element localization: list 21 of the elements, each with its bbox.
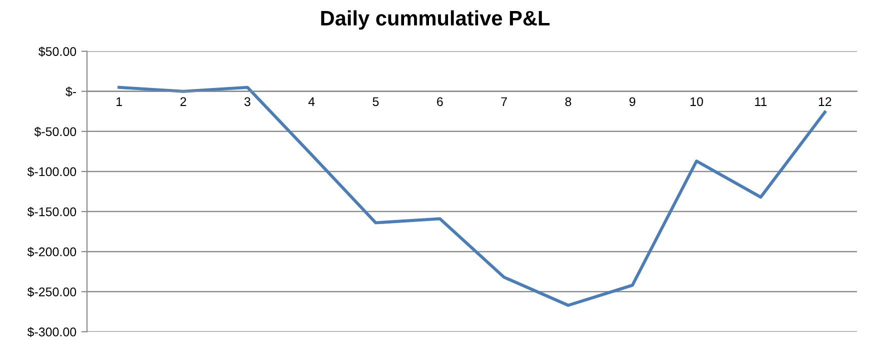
x-tick-label: 10 xyxy=(690,97,704,106)
x-tick-label: 5 xyxy=(372,97,379,106)
y-tick-label: $-100.00 xyxy=(27,166,76,177)
x-tick-label: 6 xyxy=(437,97,443,106)
y-tick-label: $-200.00 xyxy=(27,246,76,258)
x-tick-label: 11 xyxy=(755,97,767,106)
x-tick-label: 3 xyxy=(244,97,250,106)
y-tick-label: $-150.00 xyxy=(27,206,76,217)
x-tick-label: 7 xyxy=(501,97,507,106)
x-tick-label: 1 xyxy=(116,97,122,106)
x-tick-label: 9 xyxy=(629,97,636,106)
x-tick-label: 4 xyxy=(308,97,315,106)
y-tick-label: $- xyxy=(66,86,76,97)
x-tick-label: 2 xyxy=(180,97,186,106)
x-tick-label: 8 xyxy=(565,97,572,106)
y-tick-label: $50.00 xyxy=(38,46,76,57)
y-tick-label: $-50.00 xyxy=(34,126,76,137)
x-tick-label: 12 xyxy=(818,97,832,106)
y-tick-label: $-300.00 xyxy=(27,327,76,338)
y-tick-label: $-250.00 xyxy=(27,286,76,298)
chart-title: Daily cummulative P&L xyxy=(321,10,550,30)
